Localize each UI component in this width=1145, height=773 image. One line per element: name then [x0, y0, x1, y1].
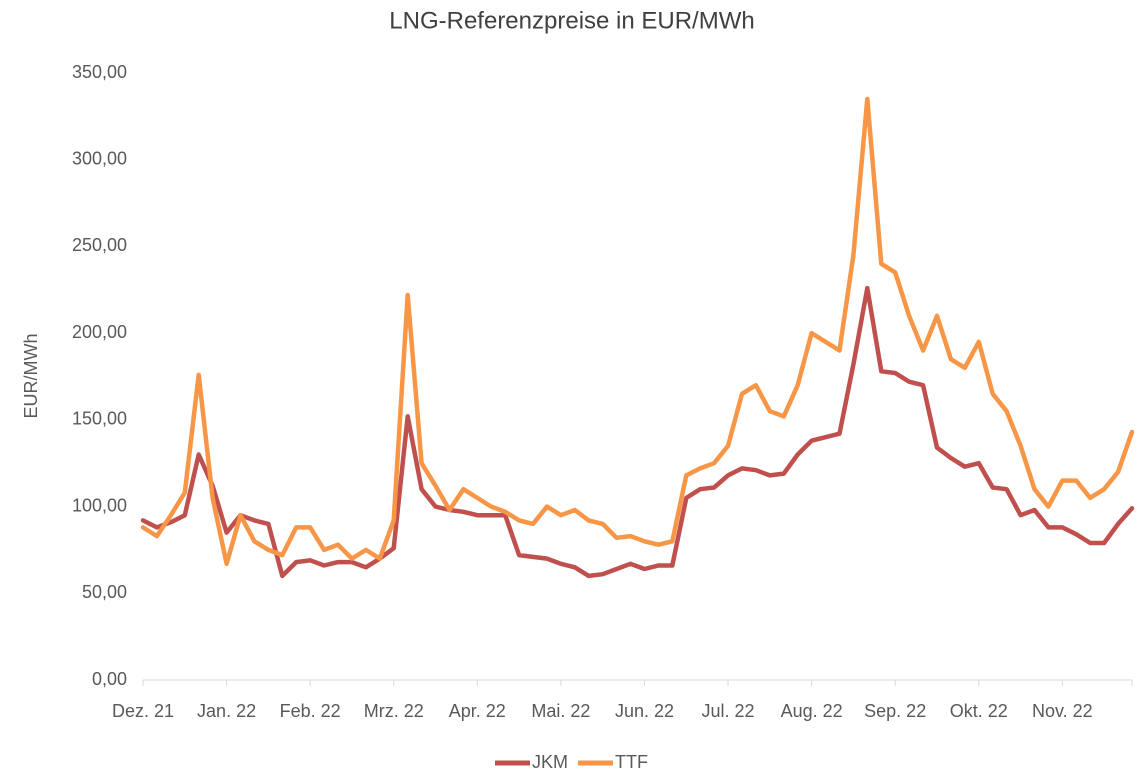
x-tick-label: Jul. 22 [702, 701, 755, 721]
y-tick-label: 50,00 [82, 582, 127, 602]
x-tick-label: Mrz. 22 [364, 701, 424, 721]
legend-label: JKM [532, 752, 568, 772]
y-tick-label: 200,00 [72, 322, 127, 342]
y-tick-label: 100,00 [72, 495, 127, 515]
chart-title: LNG-Referenzpreise in EUR/MWh [389, 7, 754, 34]
series-line [140, 96, 1135, 567]
y-tick-label: 0,00 [92, 669, 127, 689]
y-tick-label: 300,00 [72, 148, 127, 168]
y-axis-label: EUR/MWh [21, 334, 41, 419]
x-tick-label: Apr. 22 [449, 701, 506, 721]
legend-label: TTF [615, 752, 648, 772]
x-tick-label: Nov. 22 [1032, 701, 1093, 721]
y-tick-label: 350,00 [72, 62, 127, 82]
series-line [140, 285, 1135, 579]
y-tick-label: 150,00 [72, 409, 127, 429]
x-tick-label: Jun. 22 [615, 701, 674, 721]
x-tick-label: Jan. 22 [197, 701, 256, 721]
y-tick-label: 250,00 [72, 235, 127, 255]
x-tick-label: Mai. 22 [531, 701, 590, 721]
x-tick-label: Dez. 21 [112, 701, 174, 721]
x-tick-label: Aug. 22 [781, 701, 843, 721]
x-tick-label: Sep. 22 [864, 701, 926, 721]
x-tick-label: Feb. 22 [280, 701, 341, 721]
x-tick-label: Okt. 22 [950, 701, 1008, 721]
